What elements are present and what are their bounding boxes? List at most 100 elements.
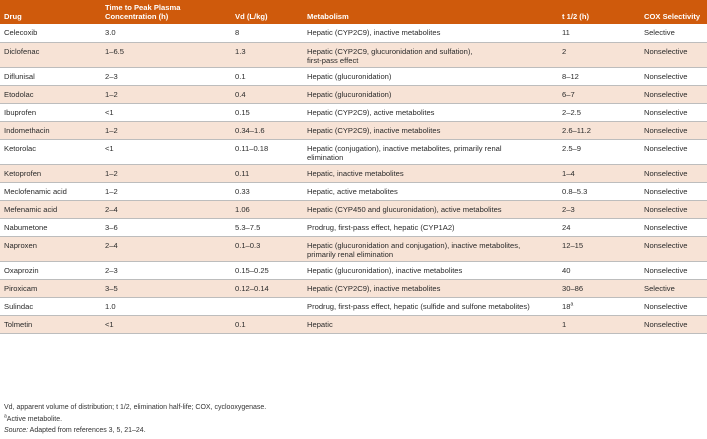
- half-life-value: 11: [562, 28, 570, 37]
- cell-time-to-peak: 1–2: [101, 182, 231, 201]
- metabolism-line1: Hepatic, active metabolites: [307, 186, 398, 196]
- cell-half-life: 40: [558, 261, 640, 280]
- cell-half-life: 11: [558, 24, 640, 43]
- cell-metabolism: Hepatic (CYP2C9), inactive metabolites: [303, 121, 558, 140]
- half-life-value: 1–4: [562, 168, 575, 178]
- source-label: Source:: [4, 427, 29, 434]
- half-life-value: 2–2.5: [562, 107, 582, 117]
- cell-time-to-peak: 2–4: [101, 200, 231, 219]
- cell-cox-selectivity: Selective: [640, 24, 707, 43]
- cell-time-to-peak: 1.0: [101, 297, 231, 316]
- header-vd: Vd (L/kg): [231, 0, 303, 24]
- cell-time-to-peak: 3.0: [101, 24, 231, 43]
- cell-drug: Indomethacin: [0, 121, 101, 140]
- cell-cox-selectivity: Nonselective: [640, 297, 707, 316]
- cell-vd: 0.15: [231, 103, 303, 122]
- table-header: Drug Time to Peak Plasma Concentration (…: [0, 0, 707, 24]
- cell-drug: Oxaprozin: [0, 261, 101, 280]
- cell-drug: Tolmetin: [0, 315, 101, 334]
- cell-time-to-peak: 1–2: [101, 164, 231, 183]
- cell-drug: Mefenamic acid: [0, 200, 101, 219]
- cell-half-life: 12–15: [558, 236, 640, 262]
- metabolism-line1: Hepatic (glucuronidation and conjugation…: [307, 240, 521, 250]
- cell-cox-selectivity: Nonselective: [640, 200, 707, 219]
- cell-half-life: 6–7: [558, 85, 640, 104]
- header-time-to-peak-line2: Concentration (h): [105, 11, 169, 21]
- table-row: Nabumetone 3–6 5.3–7.5 Prodrug, first-pass …: [0, 218, 707, 237]
- table-row: Diflunisal 2–3 0.1 Hepatic (glucuronidation…: [0, 67, 707, 86]
- header-cox-selectivity: COX Selectivity: [640, 0, 707, 24]
- half-life-value: 30–86: [562, 283, 584, 293]
- cell-half-life: 8–12: [558, 67, 640, 86]
- cell-time-to-peak: 3–6: [101, 218, 231, 237]
- cell-metabolism: Hepatic (CYP2C9, glucuronidation and sul…: [303, 42, 558, 68]
- half-life-value: 40: [562, 265, 571, 275]
- metabolism-line1: Hepatic (glucuronidation): [307, 89, 392, 99]
- cell-time-to-peak: <1: [101, 103, 231, 122]
- cell-half-life: 1–4: [558, 164, 640, 183]
- metabolism-line1: Hepatic (CYP2C9), inactive metabolites: [307, 125, 441, 135]
- cell-drug: Etodolac: [0, 85, 101, 104]
- metabolism-line1: Hepatic (CYP450 and glucuronidation), ac…: [307, 204, 502, 214]
- cell-cox-selectivity: Nonselective: [640, 261, 707, 280]
- table-row: Sulindac 1.0 Prodrug, first-pass effect, h…: [0, 297, 707, 316]
- footnote-marker: a: [4, 413, 7, 420]
- cell-vd: 0.33: [231, 182, 303, 201]
- metabolism-line1: Hepatic (CYP2C9), inactive metabolites: [307, 283, 441, 293]
- cell-metabolism: Hepatic (CYP2C9), inactive metabolites: [303, 24, 558, 43]
- cell-vd: 1.06: [231, 200, 303, 219]
- cell-drug: Piroxicam: [0, 279, 101, 298]
- cell-cox-selectivity: Selective: [640, 279, 707, 298]
- cell-drug: Diflunisal: [0, 67, 101, 86]
- cell-vd: 1.3: [231, 42, 303, 68]
- table-footnotes: Vd, apparent volume of distribution; t 1…: [4, 402, 694, 437]
- half-life-value: 6–7: [562, 89, 575, 99]
- cell-cox-selectivity: Nonselective: [640, 42, 707, 68]
- cell-cox-selectivity: Nonselective: [640, 315, 707, 334]
- metabolism-line1: Hepatic: [307, 319, 333, 329]
- half-life-value: 2–3: [562, 204, 575, 214]
- table-row: Ibuprofen <1 0.15 Hepatic (CYP2C9), active …: [0, 103, 707, 122]
- metabolism-line1: Hepatic (glucuronidation), inactive meta…: [307, 265, 463, 275]
- table-row: Etodolac 1–2 0.4 Hepatic (glucuronidation) 6…: [0, 85, 707, 104]
- table-row: Celecoxib 3.0 8 Hepatic (CYP2C9), inactive …: [0, 24, 707, 43]
- cell-time-to-peak: 1–6.5: [101, 42, 231, 68]
- cell-time-to-peak: 3–5: [101, 279, 231, 298]
- metabolism-line1: Prodrug, first-pass effect, hepatic (sul…: [307, 301, 530, 311]
- header-row: Drug Time to Peak Plasma Concentration (…: [0, 0, 707, 24]
- metabolism-line1: Prodrug, first-pass effect, hepatic (CYP…: [307, 222, 455, 232]
- cell-drug: Naproxen: [0, 236, 101, 262]
- cell-metabolism: Hepatic (conjugation), inactive metaboli…: [303, 139, 558, 165]
- table-row: Ketoprofen 1–2 0.11 Hepatic, inactive metab…: [0, 164, 707, 183]
- half-life-value: 8–12: [562, 71, 579, 81]
- half-life-value: 12–15: [562, 240, 584, 250]
- cell-time-to-peak: 2–4: [101, 236, 231, 262]
- cell-metabolism: Hepatic: [303, 315, 558, 334]
- cell-metabolism: Prodrug, first-pass effect, hepatic (sul…: [303, 297, 558, 316]
- cell-half-life: 2.5–9: [558, 139, 640, 165]
- cell-half-life: 0.8–5.3: [558, 182, 640, 201]
- cell-vd: 0.1: [231, 67, 303, 86]
- table-body: Celecoxib 3.0 8 Hepatic (CYP2C9), inactive …: [0, 24, 707, 334]
- table-row: Piroxicam 3–5 0.12–0.14 Hepatic (CYP2C9), i…: [0, 279, 707, 298]
- metabolism-line1: Hepatic (glucuronidation): [307, 71, 392, 81]
- cell-cox-selectivity: Nonselective: [640, 139, 707, 165]
- cell-drug: Ketorolac: [0, 139, 101, 165]
- table-row: Naproxen 2–4 0.1–0.3 Hepatic (glucuronidati…: [0, 236, 707, 262]
- cell-metabolism: Hepatic (CYP450 and glucuronidation), ac…: [303, 200, 558, 219]
- cell-vd: 0.11: [231, 164, 303, 183]
- half-life-value: 0.8–5.3: [562, 186, 588, 196]
- cell-cox-selectivity: Nonselective: [640, 164, 707, 183]
- cell-metabolism: Prodrug, first-pass effect, hepatic (CYP…: [303, 218, 558, 237]
- cell-half-life: 2: [558, 42, 640, 68]
- header-time-to-peak: Time to Peak Plasma Concentration (h): [101, 0, 231, 24]
- cell-time-to-peak: 1–2: [101, 121, 231, 140]
- table-row: Ketorolac <1 0.11–0.18 Hepatic (conjugation…: [0, 139, 707, 165]
- cell-time-to-peak: <1: [101, 315, 231, 334]
- footnote-abbreviations: Vd, apparent volume of distribution; t 1…: [4, 404, 267, 411]
- cell-vd: 0.34–1.6: [231, 121, 303, 140]
- metabolism-line1: Hepatic, inactive metabolites: [307, 168, 404, 178]
- cell-vd: 8: [231, 24, 303, 43]
- cell-metabolism: Hepatic, active metabolites: [303, 182, 558, 201]
